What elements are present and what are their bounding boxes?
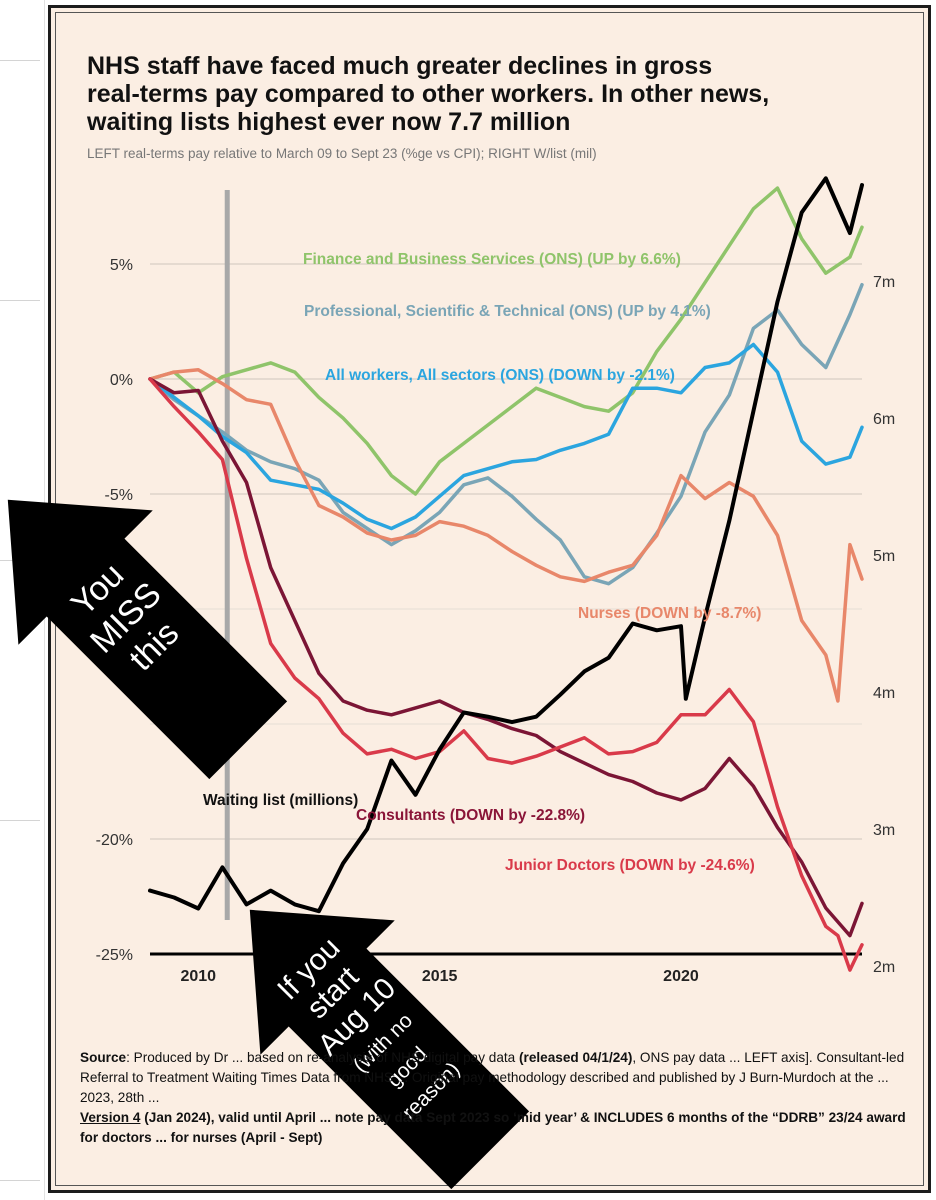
left-tick-label: -5% [105, 487, 133, 504]
title-line-3: waiting lists highest ever now 7.7 milli… [87, 108, 571, 136]
series-annotation: Consultants (DOWN by -22.8%) [356, 807, 585, 824]
series-annotation: Nurses (DOWN by -8.7%) [578, 605, 761, 622]
right-tick-label: 3m [873, 822, 895, 839]
source-label: Source [80, 1050, 127, 1065]
title-line-2: real-terms pay compared to other workers… [87, 80, 770, 108]
series-line-waiting-list-millions [148, 176, 864, 914]
source-ons: , ONS pay data ... LEFT axis]. Consultan… [80, 1050, 905, 1105]
source-body: : Produced by Dr ... based on re-analysi… [126, 1050, 520, 1065]
chart-subtitle: LEFT real-terms pay relative to March 09… [87, 146, 597, 161]
series-line-consultants-down-by [148, 377, 864, 938]
version-label: Version 4 [80, 1110, 141, 1125]
source-released: (released 04/1/24) [519, 1050, 633, 1065]
series-line-junior-doctors-down-by [148, 377, 864, 972]
left-tick-label: 0% [110, 372, 133, 389]
series-annotation: Waiting list (millions) [203, 792, 358, 809]
right-tick-label: 6m [873, 411, 895, 428]
series-line-all-workers-all-sectors-ons-down-by [148, 342, 864, 531]
right-tick-label: 7m [873, 274, 895, 291]
start-arrow-shape [249, 909, 530, 1190]
left-tick-label: -25% [96, 947, 133, 964]
version-body: (Jan 2024), valid until April ... note p… [80, 1110, 906, 1145]
chart-title: NHS staff have faced much greater declin… [87, 52, 887, 136]
left-tick-label: 5% [110, 257, 133, 274]
right-tick-label: 4m [873, 685, 895, 702]
x-tick-label: 2015 [422, 968, 458, 985]
series-annotation: All workers, All sectors (ONS) (DOWN by … [325, 367, 675, 384]
series-line-professional-scientific-technical-ons-up [148, 282, 864, 586]
right-tick-label: 5m [873, 548, 895, 565]
x-tick-label: 2010 [180, 968, 216, 985]
x-tick-label: 2020 [663, 968, 699, 985]
series-annotation: Junior Doctors (DOWN by -24.6%) [505, 857, 755, 874]
title-line-1: NHS staff have faced much greater declin… [87, 52, 713, 80]
miss-arrow-shape [7, 499, 288, 780]
left-tick-label: -20% [96, 832, 133, 849]
series-annotation: Finance and Business Services (ONS) (UP … [303, 251, 681, 268]
series-line-nurses-down-by [148, 368, 864, 703]
series-annotation: Professional, Scientific & Technical (ON… [304, 303, 711, 320]
right-tick-label: 2m [873, 959, 895, 976]
series-line-finance-and-business-services-ons-up-by [148, 186, 864, 496]
source-note: Source: Produced by Dr ... based on re-a… [80, 1048, 910, 1148]
